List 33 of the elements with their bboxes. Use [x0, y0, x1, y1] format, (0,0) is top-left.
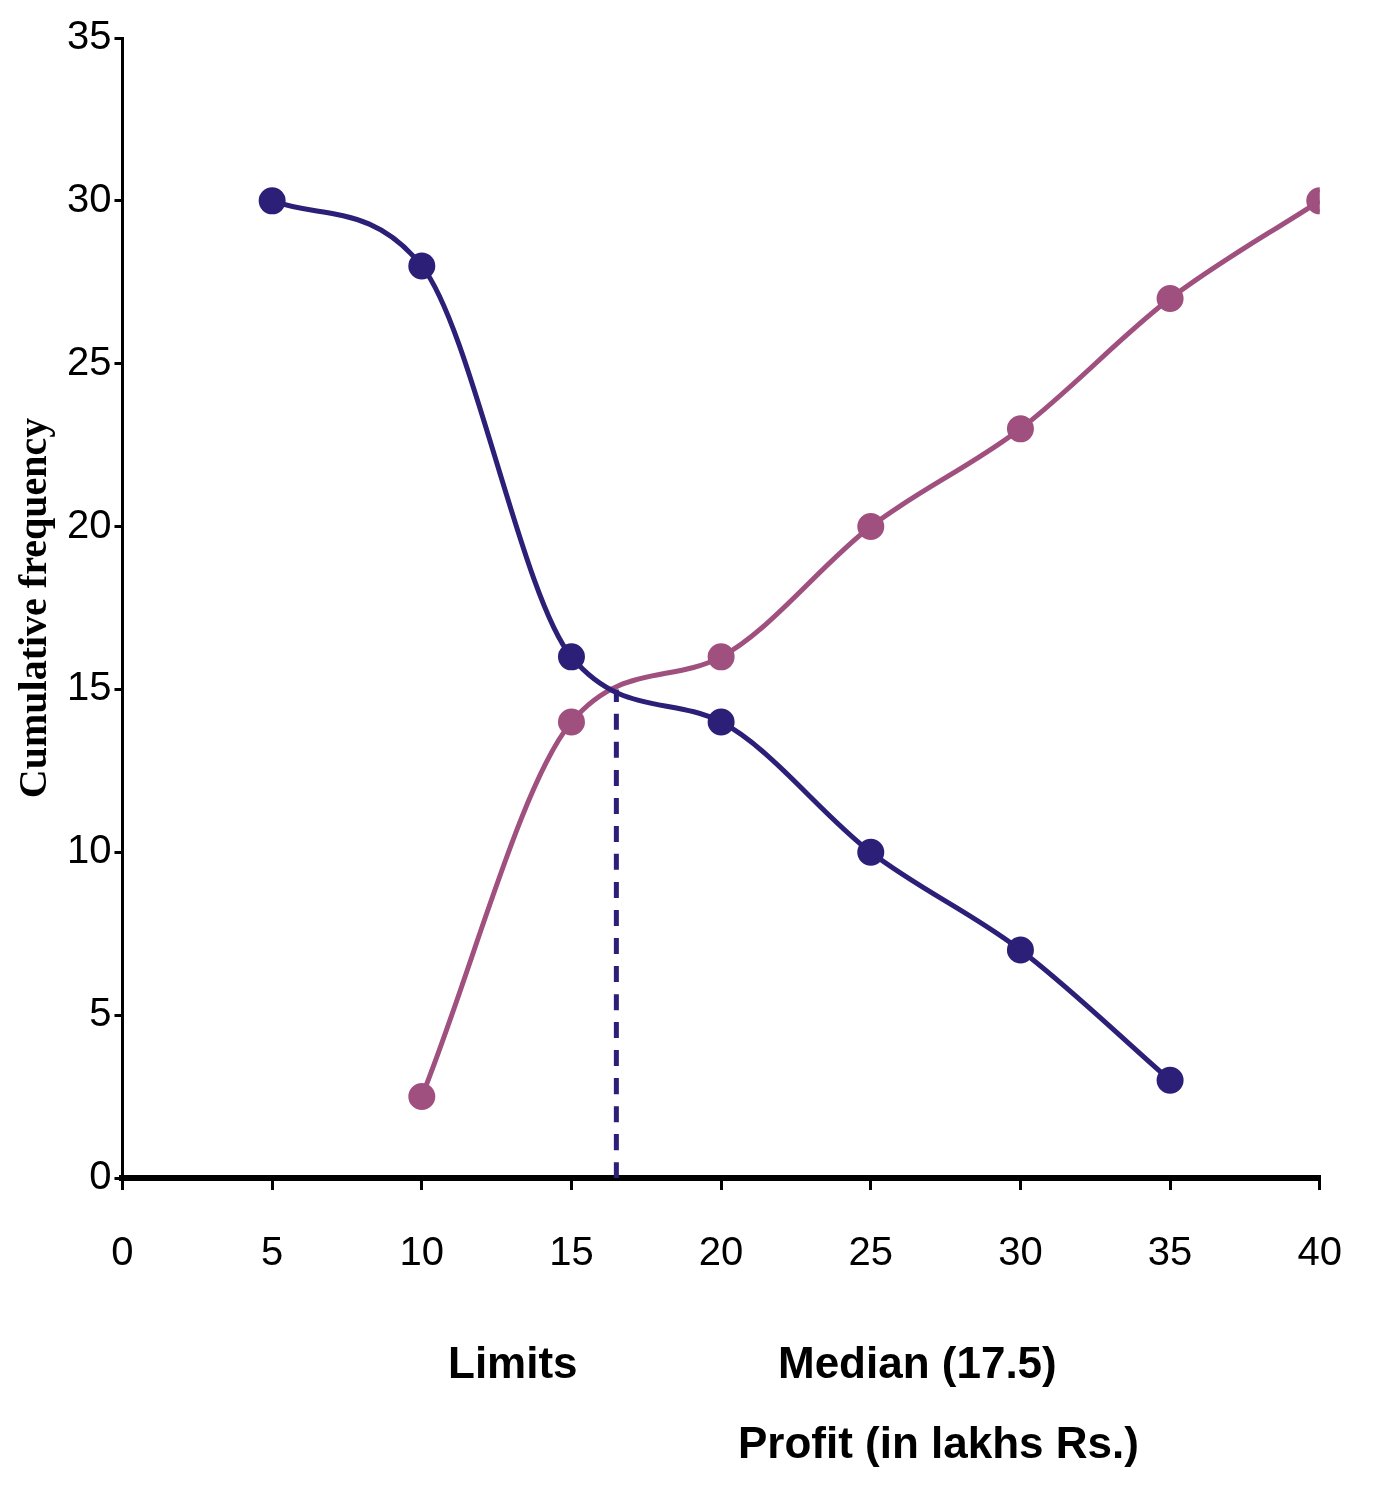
point: [1006, 415, 1034, 443]
y-tick-label: 20: [66, 501, 112, 546]
x-tick-label: 40: [1297, 1229, 1342, 1274]
point: [1006, 936, 1034, 964]
point: [258, 187, 286, 215]
y-axis-title: Cumulative frequency: [10, 417, 56, 799]
text: Median (17.5): [778, 1338, 1057, 1388]
x-tick-label: 25: [848, 1229, 894, 1274]
point: [408, 252, 436, 280]
y-tick-label: 5: [89, 990, 112, 1035]
point: [1156, 285, 1184, 313]
x-axis-title: Profit (in lakhs Rs.): [738, 1418, 1139, 1468]
point: [557, 708, 585, 736]
x-tick-label: 10: [399, 1229, 445, 1274]
x-tick-label: 20: [698, 1229, 744, 1274]
point: [408, 1083, 436, 1111]
y-tick-label: 0: [89, 1153, 112, 1198]
y-tick-label: 25: [66, 338, 112, 383]
x-tick-label: 15: [549, 1229, 594, 1274]
point: [557, 643, 585, 671]
x-tick-label: 35: [1147, 1229, 1193, 1274]
x-tick-label: 5: [261, 1229, 284, 1274]
point: [1156, 1066, 1184, 1094]
x-tick-label: 30: [998, 1229, 1043, 1274]
point: [857, 513, 885, 541]
point: [857, 838, 885, 866]
point: [707, 708, 735, 736]
point: [707, 643, 735, 671]
y-tick-label: 35: [66, 13, 112, 58]
text: Limits: [448, 1338, 578, 1388]
y-tick-label: 10: [66, 827, 112, 872]
y-tick-label: 15: [66, 664, 112, 709]
y-tick-label: 30: [66, 175, 112, 220]
